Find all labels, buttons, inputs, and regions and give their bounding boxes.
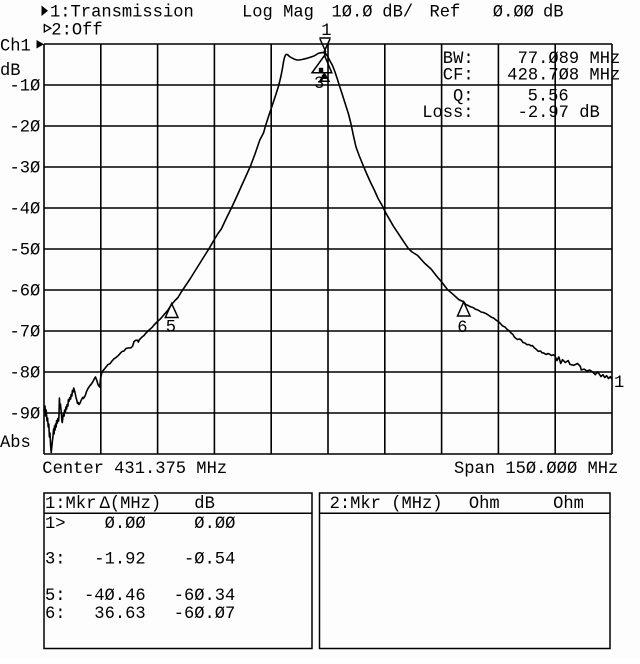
svg-text:Ch1: Ch1 (0, 38, 31, 57)
svg-text:-9Ø: -9Ø (10, 405, 41, 424)
svg-text:dB: dB (194, 495, 215, 514)
svg-text:-4Ø.46: -4Ø.46 (84, 587, 146, 606)
svg-text:77.Ø89 MHz: 77.Ø89 MHz (518, 50, 621, 69)
svg-text:5: 5 (166, 319, 176, 338)
svg-text:dB: dB (0, 62, 21, 81)
svg-text:-8Ø: -8Ø (10, 364, 41, 383)
svg-text:Ohm: Ohm (553, 495, 584, 514)
svg-text:6:: 6: (45, 605, 66, 624)
svg-text:1>: 1> (45, 515, 66, 534)
svg-text:1: 1 (321, 22, 331, 41)
svg-text:Δ(MHz): Δ(MHz) (100, 495, 162, 514)
svg-text:1: 1 (614, 374, 624, 393)
svg-text:Loss:: Loss: (422, 104, 473, 123)
svg-text:1Ø.Ø: 1Ø.Ø (332, 4, 373, 23)
svg-text:-3Ø: -3Ø (10, 159, 41, 178)
svg-text:Ø.ØØ: Ø.ØØ (105, 515, 146, 534)
svg-text:-1.92: -1.92 (94, 550, 145, 569)
svg-text:428.7Ø8 MHz: 428.7Ø8 MHz (507, 67, 620, 86)
svg-text:Log Mag: Log Mag (242, 4, 314, 23)
svg-text:Ø.ØØ: Ø.ØØ (493, 4, 534, 23)
svg-text:dB: dB (543, 4, 564, 23)
svg-text:2:Off: 2:Off (51, 22, 102, 41)
svg-text:Span 15Ø.ØØØ MHz: Span 15Ø.ØØØ MHz (454, 460, 618, 479)
svg-text:-1Ø: -1Ø (10, 77, 41, 96)
svg-text:-Ø.54: -Ø.54 (184, 550, 235, 569)
svg-text:CF:: CF: (443, 67, 474, 86)
svg-text:Abs: Abs (0, 434, 31, 453)
svg-text:5:: 5: (45, 587, 66, 606)
svg-text:-6Ø.Ø7: -6Ø.Ø7 (174, 605, 236, 624)
svg-text:-6Ø.34: -6Ø.34 (174, 587, 236, 606)
svg-text:dB/: dB/ (382, 4, 413, 23)
svg-text:1:Mkr: 1:Mkr (45, 495, 96, 514)
svg-text:-4Ø: -4Ø (10, 200, 41, 219)
svg-text:Ø.ØØ: Ø.ØØ (194, 515, 235, 534)
svg-text:-5Ø: -5Ø (10, 241, 41, 260)
svg-text:6: 6 (457, 319, 467, 338)
svg-text:3:: 3: (45, 550, 66, 569)
svg-text:Center 431.375 MHz: Center 431.375 MHz (42, 460, 227, 479)
svg-text:Q:: Q: (453, 88, 474, 107)
svg-text:5.56: 5.56 (528, 88, 569, 107)
svg-text:-6Ø: -6Ø (10, 282, 41, 301)
svg-text:BW:: BW: (443, 50, 474, 69)
svg-text:36.63: 36.63 (94, 605, 145, 624)
svg-text:-2.97 dB: -2.97 dB (518, 104, 600, 123)
svg-text:-7Ø: -7Ø (10, 323, 41, 342)
svg-text:2:Mkr (MHz): 2:Mkr (MHz) (330, 495, 443, 514)
svg-text:-2Ø: -2Ø (10, 118, 41, 137)
svg-text:1:Transmission: 1:Transmission (50, 4, 194, 23)
svg-text:Ohm: Ohm (469, 495, 500, 514)
svg-text:3: 3 (314, 75, 324, 94)
svg-text:Ref: Ref (430, 4, 461, 23)
